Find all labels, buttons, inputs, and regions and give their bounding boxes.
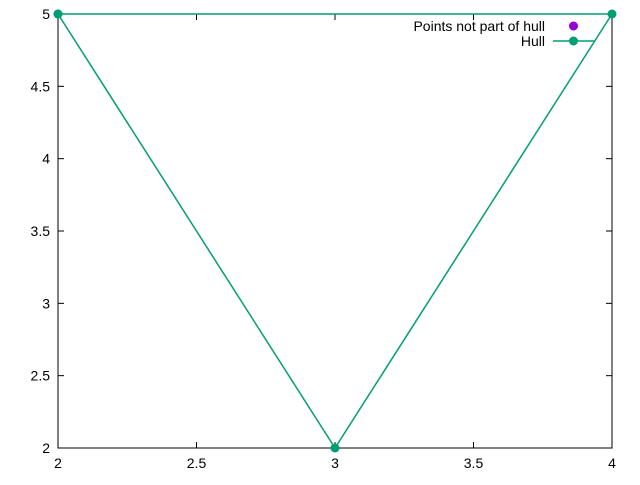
- legend-label: Points not part of hull: [413, 18, 545, 34]
- y-tick-label: 4.5: [31, 78, 51, 94]
- y-tick-label: 2.5: [31, 368, 51, 384]
- legend-label: Hull: [521, 33, 545, 49]
- legend-marker: [569, 21, 578, 31]
- x-tick-label: 3.5: [464, 455, 484, 471]
- plot-border: [57, 13, 613, 449]
- hull-point: [607, 9, 617, 19]
- y-tick-label: 5: [42, 6, 50, 22]
- y-tick-label: 4: [42, 151, 50, 167]
- y-tick-label: 2: [42, 440, 50, 456]
- hull-point: [330, 443, 340, 453]
- x-tick-label: 3: [331, 455, 339, 471]
- x-tick-label: 2: [54, 455, 62, 471]
- hull-line: [57, 13, 613, 449]
- x-tick-label: 4: [608, 455, 616, 471]
- legend-marker: [569, 36, 578, 46]
- hull-point: [53, 9, 63, 19]
- y-tick-label: 3: [42, 295, 50, 311]
- x-tick-label: 2.5: [187, 455, 207, 471]
- y-tick-label: 3.5: [31, 223, 51, 239]
